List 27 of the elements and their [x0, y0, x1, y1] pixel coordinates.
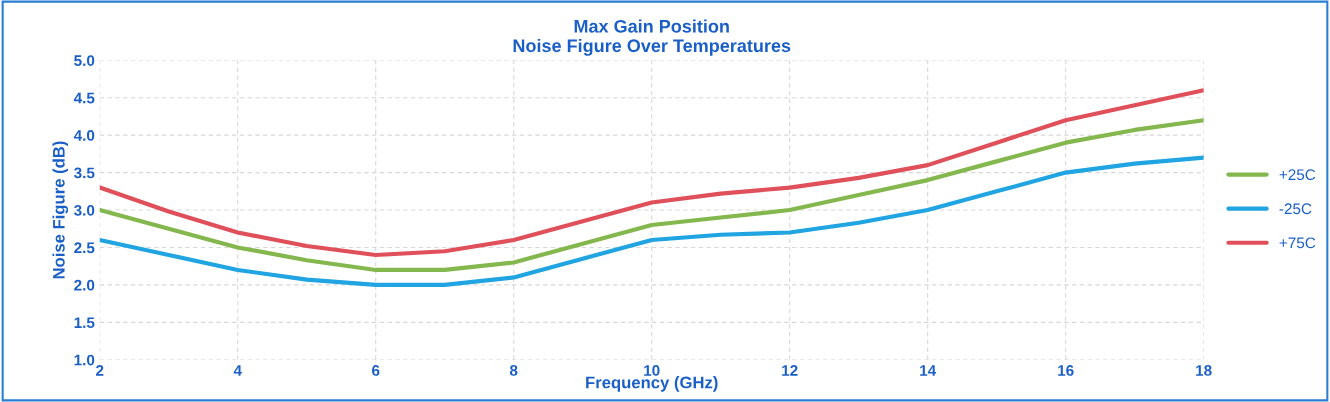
y-tick-label: 5.0 [74, 55, 95, 66]
y-tick-label: 3.0 [74, 204, 95, 216]
line-series [99, 155, 1204, 288]
line-series [99, 88, 1204, 258]
y-tick-label: 1.0 [74, 354, 95, 366]
line-series [99, 118, 1204, 273]
legend-label: -25C [1279, 203, 1312, 215]
x-tick-label: 16 [1058, 365, 1074, 376]
y-tick-label: 3.5 [74, 167, 95, 179]
legend-label: +25C [1279, 169, 1316, 181]
legend-label: +75C [1279, 237, 1316, 249]
y-axis-title: Noise Figure (dB) [52, 141, 69, 279]
x-tick-label: 12 [782, 365, 798, 376]
x-tick-label: 18 [1196, 365, 1212, 376]
x-tick-label: 10 [644, 365, 660, 376]
x-tick-label: 14 [920, 365, 937, 376]
chart-title: Max Gain Position Noise Figure Over Temperatures [513, 19, 791, 56]
x-axis-title: Frequency (GHz) [586, 376, 718, 392]
x-tick-label: 2 [96, 365, 104, 376]
x-tick-label: 4 [233, 365, 242, 376]
y-tick-label: 4.5 [73, 92, 95, 104]
y-tick-label: 2.5 [74, 242, 95, 254]
x-tick-label: 6 [372, 365, 380, 376]
y-tick-label: 1.5 [74, 317, 95, 329]
x-tick-label: 8 [509, 365, 518, 376]
y-tick-label: 2.0 [74, 279, 95, 291]
y-tick-label: 4.0 [73, 130, 95, 141]
